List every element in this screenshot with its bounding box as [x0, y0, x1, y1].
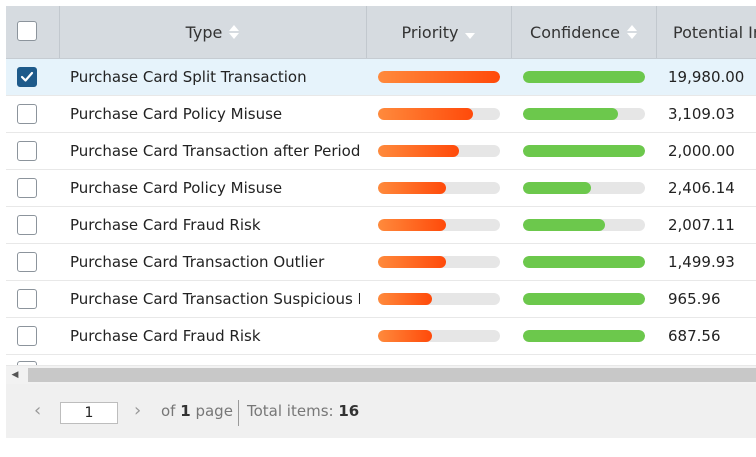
- row-amount: 2,000.00: [668, 142, 735, 160]
- confidence-bar: [523, 219, 645, 231]
- total-value: 16: [338, 402, 360, 420]
- table-row[interactable]: Purchase Card Policy Misuse 3,109.03: [6, 96, 756, 133]
- priority-bar-fill: [378, 256, 447, 268]
- of-text: of: [161, 402, 176, 420]
- row-amount: 2,406.14: [668, 179, 735, 197]
- page-count: 1: [180, 402, 191, 420]
- row-checkbox[interactable]: [17, 67, 37, 87]
- confidence-bar: [523, 145, 645, 157]
- select-all-checkbox[interactable]: [17, 21, 37, 41]
- priority-bar: [378, 293, 500, 305]
- table-row-partial[interactable]: [6, 355, 756, 366]
- data-grid: Type Priority Confidence Potential In Pu…: [6, 6, 756, 438]
- priority-bar-fill: [378, 219, 447, 231]
- confidence-bar: [523, 256, 645, 268]
- header-confidence-label: Confidence: [530, 22, 620, 42]
- header-priority[interactable]: Priority: [367, 6, 512, 58]
- row-type: Purchase Card Fraud Risk: [70, 216, 261, 234]
- pager-divider: [238, 400, 239, 426]
- header-priority-label: Priority: [401, 22, 459, 42]
- confidence-bar-fill: [523, 256, 645, 268]
- table-row[interactable]: Purchase Card Policy Misuse 2,406.14: [6, 170, 756, 207]
- row-amount: 1,499.93: [668, 253, 735, 271]
- scroll-left-icon[interactable]: ◀: [6, 366, 24, 384]
- confidence-bar-fill: [523, 182, 592, 194]
- confidence-bar-fill: [523, 71, 645, 83]
- row-checkbox[interactable]: [17, 178, 37, 198]
- header-potential[interactable]: Potential In: [657, 6, 756, 58]
- row-amount: 3,109.03: [668, 105, 735, 123]
- row-type: Purchase Card Transaction Outlier: [70, 253, 325, 271]
- total-label: Total items:: [247, 402, 334, 420]
- priority-bar: [378, 108, 500, 120]
- checkmark-icon: [20, 71, 34, 82]
- row-checkbox[interactable]: [17, 361, 37, 365]
- row-checkbox[interactable]: [17, 252, 37, 272]
- priority-bar-fill: [378, 145, 459, 157]
- confidence-bar-fill: [523, 219, 605, 231]
- row-checkbox[interactable]: [17, 141, 37, 161]
- priority-bar-fill: [378, 330, 432, 342]
- confidence-bar-fill: [523, 330, 645, 342]
- table-row[interactable]: Purchase Card Transaction Suspicious I 96…: [6, 281, 756, 318]
- priority-bar: [378, 256, 500, 268]
- table-row[interactable]: Purchase Card Split Transaction 19,980.00: [6, 59, 756, 96]
- confidence-bar-fill: [523, 293, 645, 305]
- horizontal-scrollbar[interactable]: ◀: [6, 366, 756, 384]
- confidence-bar: [523, 182, 645, 194]
- table-row[interactable]: Purchase Card Transaction after Period 2,…: [6, 133, 756, 170]
- priority-bar: [378, 330, 500, 342]
- sort-both-icon[interactable]: [228, 24, 240, 40]
- priority-bar: [378, 71, 500, 83]
- row-type: Purchase Card Policy Misuse: [70, 105, 283, 123]
- total-items: Total items: 16: [247, 384, 359, 438]
- row-checkbox[interactable]: [17, 289, 37, 309]
- confidence-bar-fill: [523, 108, 619, 120]
- scrollbar-thumb[interactable]: [28, 368, 756, 382]
- header-select-cell: [6, 6, 60, 58]
- row-amount: 19,980.00: [668, 68, 745, 86]
- priority-bar-fill: [378, 293, 432, 305]
- priority-bar: [378, 182, 500, 194]
- row-amount: 2,007.11: [668, 216, 735, 234]
- table-row[interactable]: Purchase Card Fraud Risk 687.56: [6, 318, 756, 355]
- confidence-bar-fill: [523, 145, 645, 157]
- header-type-label: Type: [185, 22, 223, 42]
- confidence-bar: [523, 71, 645, 83]
- priority-bar: [378, 219, 500, 231]
- table-row[interactable]: Purchase Card Transaction Outlier 1,499.9…: [6, 244, 756, 281]
- page-word: page: [195, 402, 233, 420]
- row-type: Purchase Card Policy Misuse: [70, 179, 283, 197]
- sort-both-icon[interactable]: [626, 24, 638, 40]
- confidence-bar: [523, 108, 645, 120]
- prev-page-icon[interactable]: ‹: [34, 400, 42, 421]
- row-amount: 965.96: [668, 290, 721, 308]
- pager: ‹ › of 1 page Total items: 16: [6, 384, 756, 438]
- priority-bar-fill: [378, 71, 500, 83]
- row-checkbox[interactable]: [17, 104, 37, 124]
- table-row[interactable]: Purchase Card Fraud Risk 2,007.11: [6, 207, 756, 244]
- row-checkbox[interactable]: [17, 326, 37, 346]
- confidence-bar: [523, 293, 645, 305]
- header-confidence[interactable]: Confidence: [512, 6, 657, 58]
- confidence-bar: [523, 330, 645, 342]
- sort-descending-icon[interactable]: [464, 24, 476, 40]
- page-count-text: of 1 page: [161, 384, 233, 438]
- row-type: Purchase Card Split Transaction: [70, 68, 307, 86]
- grid-header: Type Priority Confidence Potential In: [6, 6, 756, 59]
- next-page-icon[interactable]: ›: [134, 400, 142, 421]
- header-type[interactable]: Type: [60, 6, 367, 58]
- row-amount: 687.56: [668, 327, 721, 345]
- priority-bar: [378, 145, 500, 157]
- page-input[interactable]: [60, 402, 118, 424]
- row-checkbox[interactable]: [17, 215, 37, 235]
- row-type: Purchase Card Transaction Suspicious I: [70, 290, 360, 308]
- row-type: Purchase Card Transaction after Period: [70, 142, 360, 160]
- priority-bar-fill: [378, 108, 474, 120]
- priority-bar-fill: [378, 182, 447, 194]
- header-potential-label: Potential In: [673, 22, 756, 42]
- row-type: Purchase Card Fraud Risk: [70, 327, 261, 345]
